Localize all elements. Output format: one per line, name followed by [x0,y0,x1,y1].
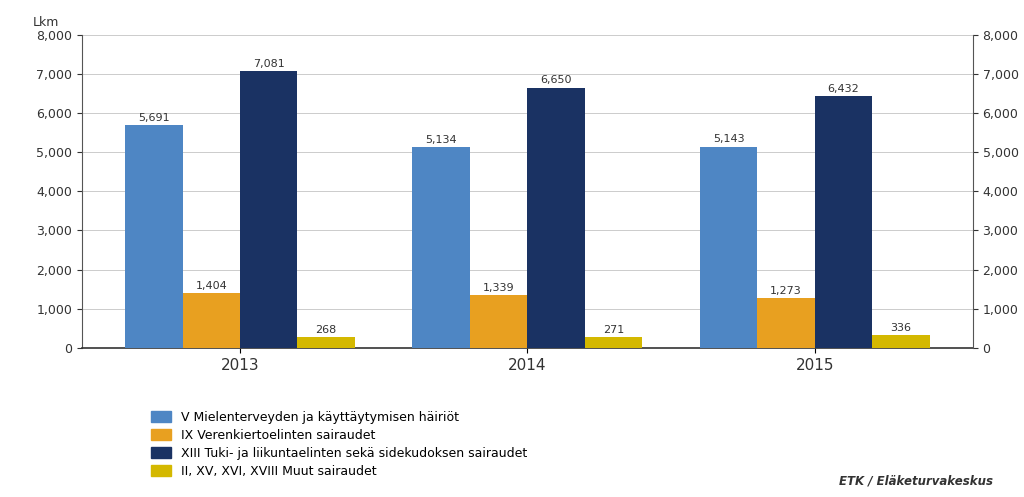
Text: 5,134: 5,134 [425,135,457,145]
Bar [413,147,470,348]
Bar [470,296,527,348]
Text: 1,404: 1,404 [196,281,227,291]
Bar [125,125,182,348]
Bar [699,147,758,348]
Text: 5,143: 5,143 [713,135,744,145]
Bar [585,337,642,348]
Text: 1,339: 1,339 [482,283,514,293]
Bar [527,87,585,348]
Text: 1,273: 1,273 [770,286,802,296]
Bar [240,71,297,348]
Legend: V Mielenterveyden ja käyttäytymisen häiriöt, IX Verenkiertoelinten sairaudet, XI: V Mielenterveyden ja käyttäytymisen häir… [151,411,526,478]
Bar [297,337,355,348]
Text: 6,650: 6,650 [541,76,571,85]
Text: 7,081: 7,081 [253,59,285,69]
Text: ETK / Eläketurvakeskus: ETK / Eläketurvakeskus [840,474,993,487]
Bar [872,335,930,348]
Text: 336: 336 [891,323,911,332]
Bar [815,96,872,348]
Text: 268: 268 [315,325,337,335]
Text: 271: 271 [603,325,625,335]
Bar [182,293,240,348]
Text: 6,432: 6,432 [827,84,859,94]
Bar [758,298,815,348]
Text: Lkm: Lkm [33,15,59,28]
Text: 5,691: 5,691 [138,113,170,123]
